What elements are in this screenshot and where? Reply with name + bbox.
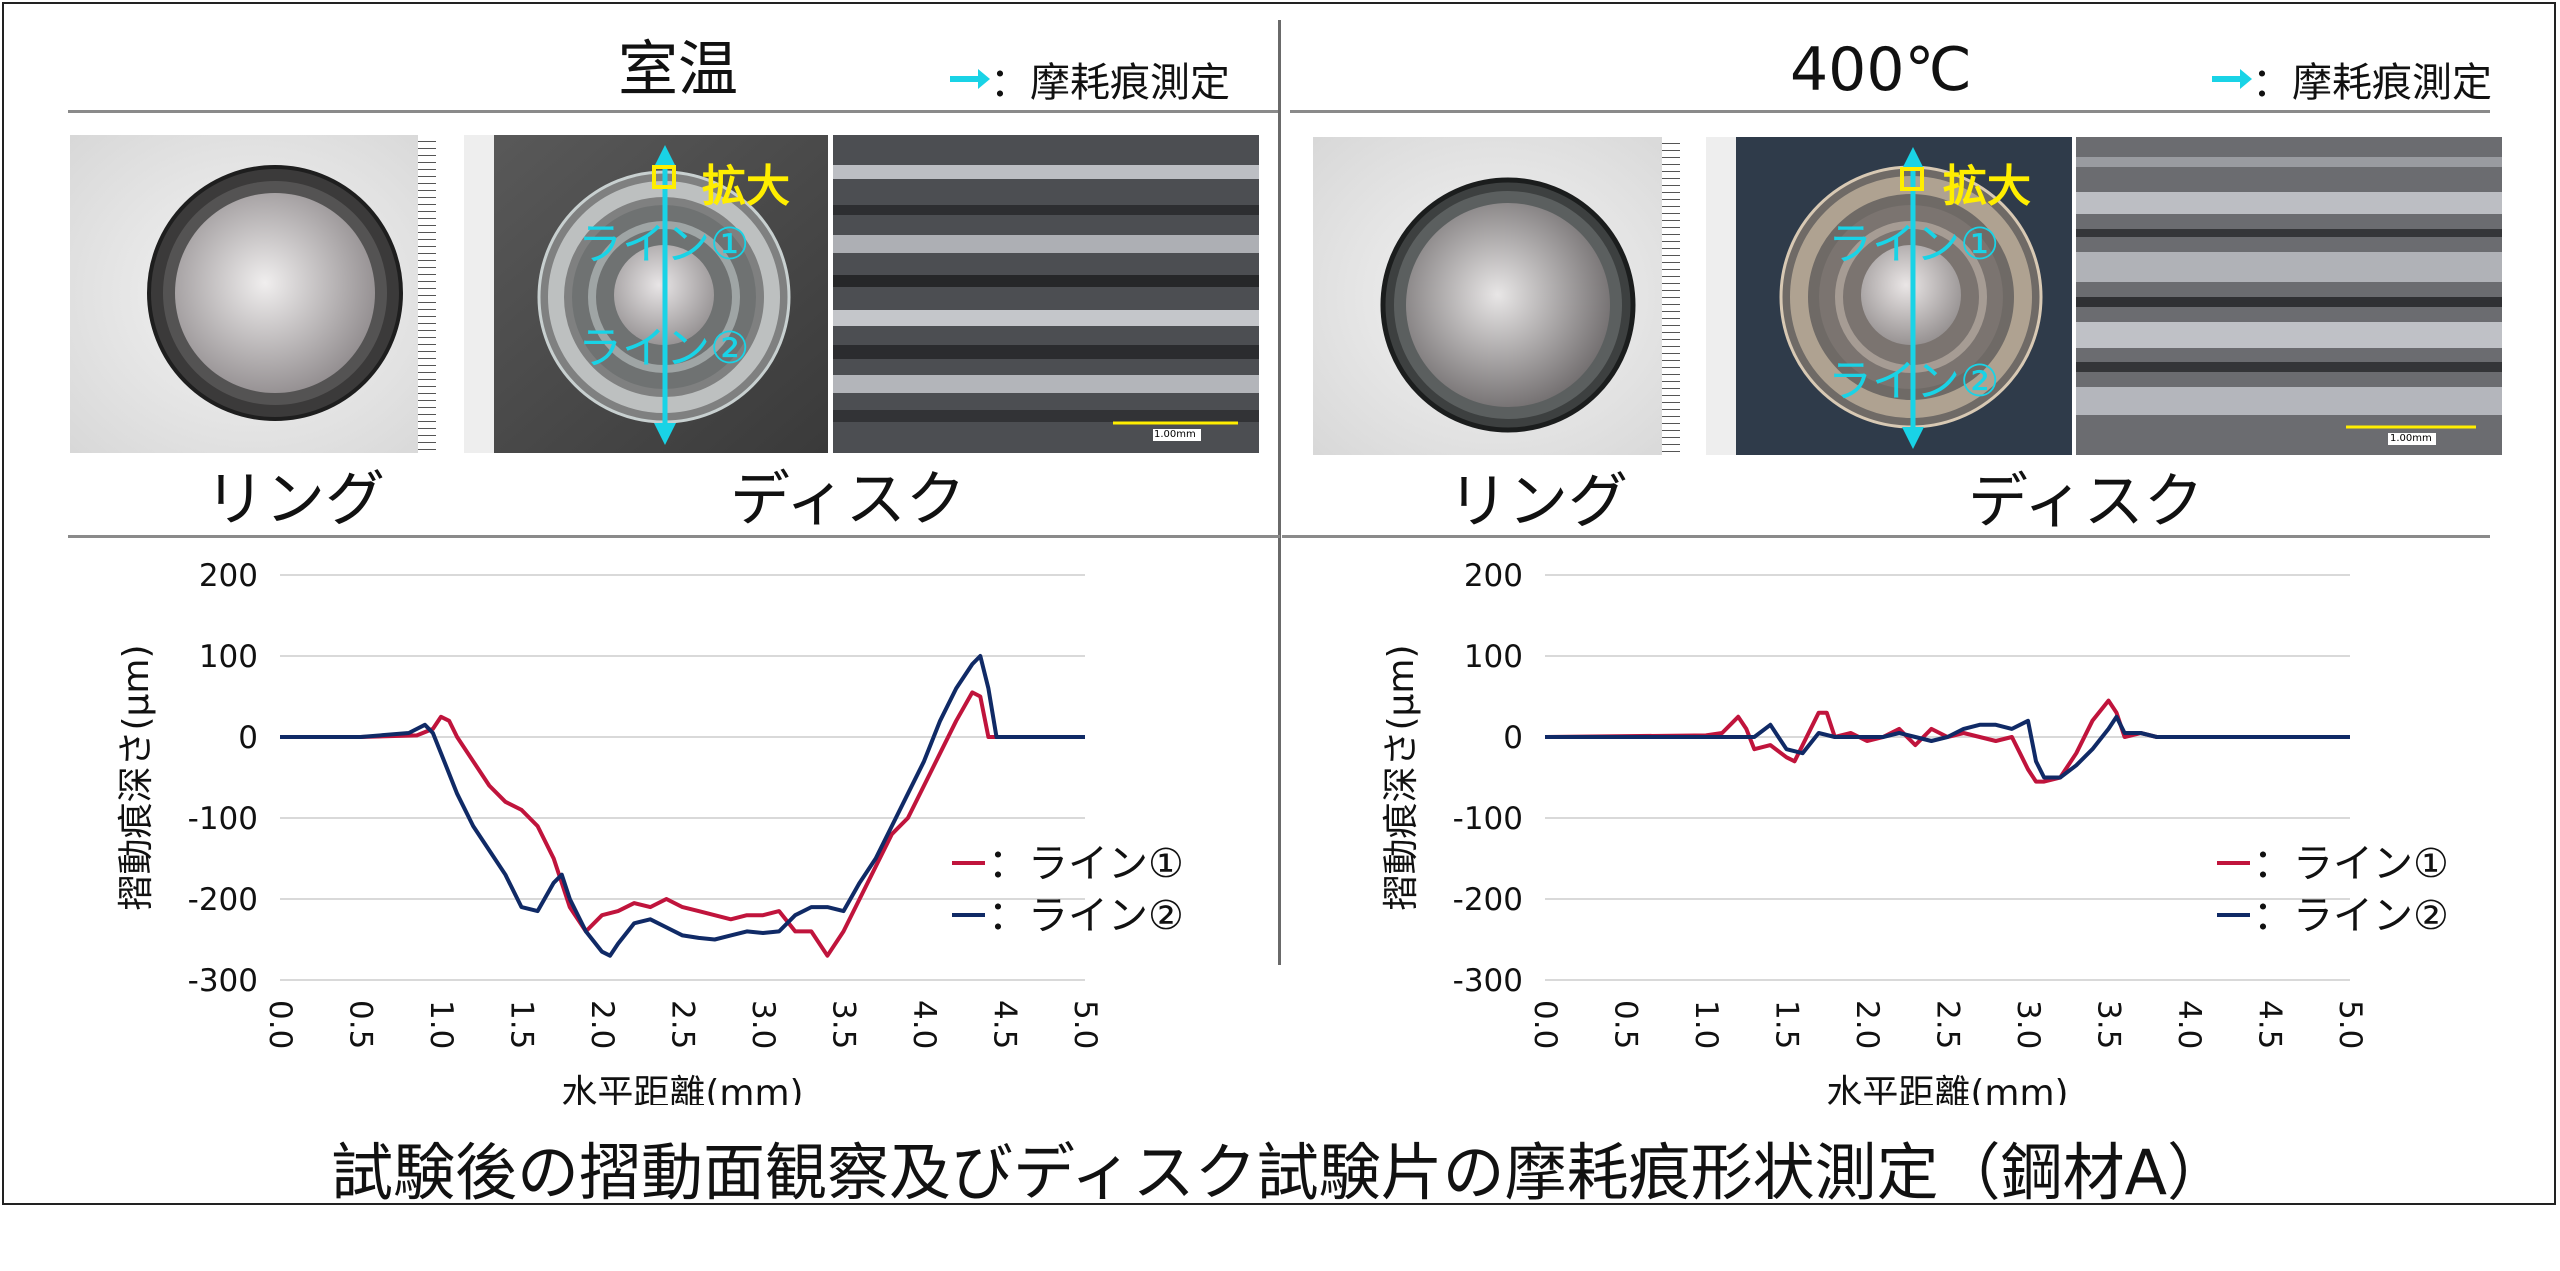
x-tick-label: 3.5 bbox=[2091, 1000, 2127, 1049]
right-panel-title: 400℃ bbox=[1790, 35, 1972, 105]
y-tick-label: 200 bbox=[1464, 558, 1523, 594]
series-line-1 bbox=[280, 690, 1085, 958]
line1-label: ライン① bbox=[1828, 219, 2000, 270]
header-divider-left bbox=[68, 110, 1280, 113]
series-line-1 bbox=[1544, 698, 2350, 784]
series-line-2 bbox=[1545, 714, 2350, 780]
y-tick-label: -200 bbox=[188, 882, 258, 918]
y-tick-label: 0 bbox=[238, 720, 258, 756]
scale-bar-text: 1.00mm bbox=[1154, 429, 1196, 440]
mid-divider-right bbox=[1282, 535, 2490, 538]
y-tick-label: 0 bbox=[1503, 720, 1523, 756]
x-tick-label: 1.0 bbox=[423, 1000, 459, 1049]
ring-caption-right: リング bbox=[1448, 467, 1628, 537]
x-tick-label: 2.0 bbox=[1849, 1000, 1885, 1049]
center-divider bbox=[1278, 20, 1281, 965]
left-panel-title: 室温 bbox=[618, 35, 738, 105]
left-measure-legend: ：摩耗痕測定 bbox=[950, 50, 1230, 108]
x-tick-label: 5.0 bbox=[2332, 1000, 2368, 1049]
y-tick-label: -300 bbox=[1453, 963, 1523, 999]
legend-label: ：ライン② bbox=[988, 893, 1184, 939]
y-tick-label: 100 bbox=[1464, 639, 1523, 675]
disk-caption-left: ディスク bbox=[730, 465, 966, 535]
right-measure-legend: ：摩耗痕測定 bbox=[2212, 50, 2492, 108]
x-tick-label: 0.5 bbox=[1608, 1000, 1644, 1049]
measure-legend-text: ：摩耗痕測定 bbox=[2252, 60, 2492, 106]
scale-ruler bbox=[1662, 137, 1680, 455]
disk-caption-right: ディスク bbox=[1968, 467, 2204, 537]
y-tick-label: -300 bbox=[188, 963, 258, 999]
x-tick-label: 2.5 bbox=[665, 1000, 701, 1049]
cyan-arrow-icon bbox=[2212, 69, 2252, 89]
line1-label: ライン① bbox=[578, 219, 750, 270]
x-tick-label: 4.5 bbox=[2252, 1000, 2288, 1049]
x-tick-label: 0.5 bbox=[343, 1000, 379, 1049]
x-tick-label: 2.0 bbox=[584, 1000, 620, 1049]
wear-micrograph-400c bbox=[2076, 137, 2502, 455]
y-tick-label: -100 bbox=[188, 801, 258, 837]
x-tick-label: 4.0 bbox=[906, 1000, 942, 1049]
ring-photo-400c bbox=[1313, 137, 1679, 455]
measure-legend-text: ：摩耗痕測定 bbox=[990, 60, 1230, 106]
x-tick-label: 4.0 bbox=[2171, 1000, 2207, 1049]
scale-ruler bbox=[418, 135, 436, 453]
x-axis-label: 水平距離(mm) bbox=[561, 1073, 803, 1105]
enlarge-label: 拡大 bbox=[1943, 161, 2031, 212]
disk-photo-400c bbox=[1706, 137, 2072, 455]
ring-caption-left: リング bbox=[205, 465, 385, 535]
series-line-2 bbox=[280, 654, 1085, 958]
legend-label: ：ライン② bbox=[2253, 893, 2449, 939]
header-divider-right bbox=[1290, 110, 2490, 113]
y-tick-label: 200 bbox=[199, 558, 258, 594]
line2-label: ライン② bbox=[578, 323, 750, 374]
disk-photo-room-temp bbox=[464, 135, 828, 453]
enlarge-label: 拡大 bbox=[702, 161, 790, 212]
x-tick-label: 1.0 bbox=[1688, 1000, 1724, 1049]
x-tick-label: 1.5 bbox=[504, 1000, 540, 1049]
x-tick-label: 3.0 bbox=[745, 1000, 781, 1049]
y-tick-label: 100 bbox=[199, 639, 258, 675]
x-tick-label: 3.0 bbox=[2010, 1000, 2046, 1049]
cyan-arrow-icon bbox=[950, 69, 990, 89]
x-tick-label: 0.0 bbox=[1527, 1000, 1563, 1049]
figure-title: 試験後の摺動面観察及びディスク試験片の摩耗痕形状測定（鋼材A） bbox=[330, 1136, 2230, 1209]
y-axis-label: 摺動痕深さ(μm) bbox=[1381, 644, 1422, 910]
scale-bar-text: 1.00mm bbox=[2390, 433, 2432, 444]
x-tick-label: 3.5 bbox=[826, 1000, 862, 1049]
line2-label: ライン② bbox=[1828, 356, 2000, 407]
y-axis-label: 摺動痕深さ(μm) bbox=[116, 644, 157, 910]
x-tick-label: 5.0 bbox=[1067, 1000, 1103, 1049]
y-tick-label: -100 bbox=[1453, 801, 1523, 837]
x-axis-label: 水平距離(mm) bbox=[1826, 1073, 2068, 1105]
mid-divider-left bbox=[68, 535, 1280, 538]
x-tick-label: 2.5 bbox=[1930, 1000, 1966, 1049]
legend-label: ：ライン① bbox=[2253, 841, 2449, 887]
x-tick-label: 1.5 bbox=[1769, 1000, 1805, 1049]
x-tick-label: 0.0 bbox=[262, 1000, 298, 1049]
legend-label: ：ライン① bbox=[988, 841, 1184, 887]
wear-micrograph-room-temp bbox=[833, 135, 1259, 453]
figure-frame bbox=[2, 2, 2556, 1205]
x-tick-label: 4.5 bbox=[987, 1000, 1023, 1049]
y-tick-label: -200 bbox=[1453, 882, 1523, 918]
ring-photo-room-temp bbox=[70, 135, 436, 453]
